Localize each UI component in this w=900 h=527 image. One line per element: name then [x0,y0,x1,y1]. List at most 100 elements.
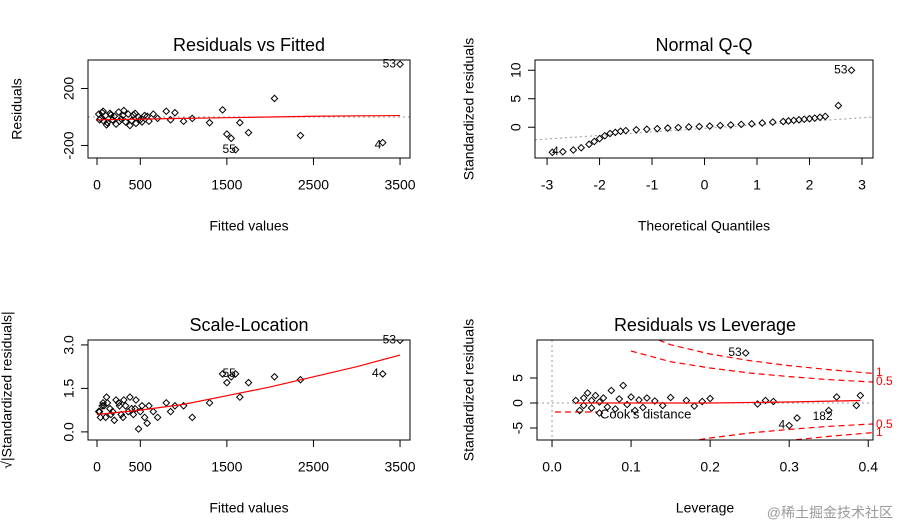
y-tick-label: 10 [508,62,524,78]
point [205,118,214,127]
y-tick-label: 3.0 [61,335,77,355]
x-tick-label: 0.0 [542,459,562,475]
x-tick-label: 1500 [211,459,242,475]
point-label: 53 [728,345,742,359]
point [127,404,136,413]
point [124,110,133,119]
point [741,349,750,357]
y-tick-label: 0 [510,399,526,407]
point [753,400,762,408]
cooks-line [787,432,873,440]
point [658,401,667,410]
point [650,397,659,405]
point [569,146,578,154]
point-label: 55 [223,366,237,380]
point [131,404,140,413]
point [705,122,714,131]
smooth-line [96,354,401,416]
point [138,118,146,126]
point [396,60,404,69]
point [162,107,171,116]
watermark: @稀土掘金技术社区 [767,505,893,521]
point [706,394,715,403]
point [847,66,856,75]
point-label: 53 [383,56,397,70]
x-tick-label: 2 [806,177,814,193]
plot-frame [534,59,874,159]
point [396,340,404,345]
point [231,145,240,154]
point [821,112,830,121]
panel-title: Normal Q-Q [655,35,752,55]
point [227,372,236,381]
point [119,396,128,404]
point [698,397,707,406]
point [125,121,134,130]
cooks-level-label: 0.5 [876,417,893,431]
x-tick-label: 3500 [384,177,415,193]
x-tick-label: 0 [93,177,101,193]
point [99,107,107,116]
point [235,118,244,127]
x-tick-label: 3500 [384,459,415,475]
point [642,125,651,134]
y-tick-label: 5 [510,374,526,382]
x-tick-label: 500 [129,459,153,475]
point [129,410,138,419]
point [188,413,197,422]
point [548,148,557,157]
point [138,401,146,410]
point [595,134,604,143]
x-tick-label: 1500 [211,177,242,193]
point [615,395,624,403]
point [785,421,794,430]
point [852,401,861,410]
point [96,413,105,422]
point [577,143,586,152]
point [585,140,593,149]
point-label: 55 [223,142,237,156]
point [222,378,231,387]
point [768,118,777,127]
point [153,413,162,422]
point [793,414,802,422]
point [171,108,179,117]
x-tick-label: 0 [701,177,709,193]
point [125,393,134,402]
x-axis-label: Fitted values [209,218,288,234]
plot-area [94,340,404,433]
plot-frame [87,339,411,441]
cooks-level-label: 1 [876,365,883,379]
point-label: 182 [813,409,833,423]
plot-area [537,340,873,440]
cooks-contours [555,340,873,440]
panel-title: Residuals vs Leverage [614,315,796,335]
x-tick-label: 0.4 [859,459,879,475]
x-axis-label: Theoretical Quantiles [638,218,770,234]
point [296,375,305,384]
cooks-legend-label: Cook's distance [600,406,691,421]
point [101,413,110,422]
y-axis-label: √|Standardized residuals| [0,311,15,468]
cooks-level-label: 0.5 [876,374,893,388]
point [590,137,599,146]
point [642,394,651,402]
point-label: 4 [375,138,382,152]
y-tick-label: 0.0 [61,422,77,442]
point [149,110,158,119]
point [117,410,126,419]
x-axis-label: Leverage [676,500,735,516]
point [121,401,130,410]
smooth-line [575,399,861,404]
point [591,391,600,400]
point [571,396,580,405]
point [600,131,609,140]
point [129,110,138,119]
y-axis-label: Standardized residuals [461,38,477,180]
point [166,407,175,416]
point [635,396,643,404]
point [639,403,647,412]
x-tick-label: -1 [646,177,659,193]
point [99,398,107,407]
point [666,393,675,402]
